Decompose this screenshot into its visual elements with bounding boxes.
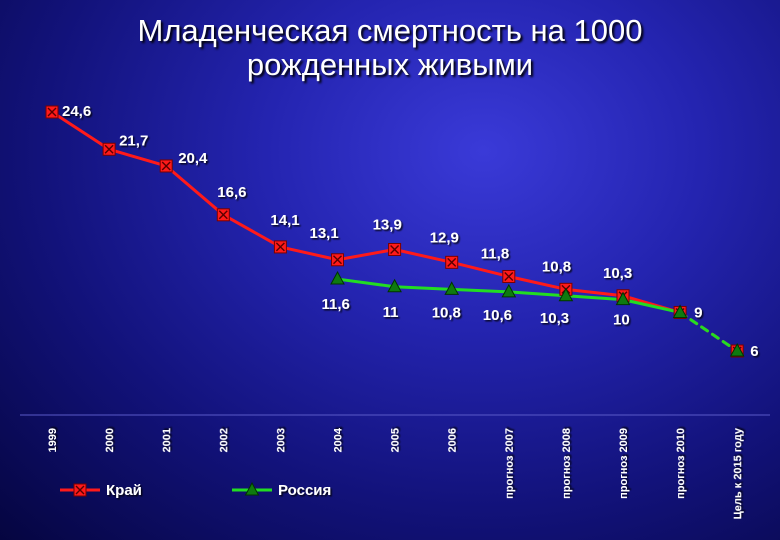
data-label-kray: 12,9	[430, 229, 459, 246]
series-line-segment	[450, 287, 511, 294]
data-label-kray: 11,8	[481, 245, 509, 262]
marker-square	[273, 240, 287, 254]
data-label-kray: 10,3	[603, 265, 632, 282]
chart-title: Младенческая смертность на 1000 рожденны…	[0, 14, 780, 82]
series-line-segment	[50, 110, 111, 151]
x-tick-label: 2002	[218, 428, 230, 452]
series-markers	[45, 105, 745, 358]
marker-square	[502, 269, 516, 283]
data-label-kray: 24,6	[62, 103, 91, 120]
data-label-kray: 13,1	[310, 225, 339, 242]
x-axis: 1999 2000 2001 2002 2003 2004 2005 2006 прогноз …	[20, 414, 770, 519]
marker-triangle	[615, 291, 631, 306]
data-label-kray: 16,6	[217, 184, 246, 201]
marker-triangle	[330, 271, 345, 285]
series-line-segment	[278, 245, 339, 262]
series-line-segment	[336, 247, 397, 262]
series-line-segment	[507, 290, 568, 298]
data-label-russia: 10,6	[483, 307, 512, 324]
series-line-segment	[621, 298, 682, 314]
marker-square	[445, 255, 459, 269]
x-tick-label: 2003	[275, 428, 287, 452]
x-tick-label: 2001	[161, 428, 173, 452]
x-tick-label: прогноз 2010	[675, 428, 687, 499]
series-line-segment	[393, 285, 454, 291]
data-label-russia: 11	[383, 304, 399, 321]
marker-triangle	[672, 304, 688, 318]
data-label-russia: 10	[613, 312, 630, 329]
legend: Край Россия	[60, 481, 331, 499]
data-label-russia: 11,6	[322, 296, 350, 313]
data-label-kray: 20,4	[178, 150, 208, 167]
legend-label: Край	[106, 482, 142, 499]
data-label-kray: 6	[750, 343, 758, 360]
x-tick-label: Цель к 2015 году	[732, 427, 744, 519]
series-line-segment	[450, 260, 511, 278]
marker-triangle	[558, 287, 574, 302]
marker-square	[216, 208, 230, 222]
data-label-russia: 10,8	[432, 304, 461, 321]
x-tick-label: прогноз 2009	[618, 428, 630, 499]
series-line-segment	[564, 287, 625, 298]
x-tick-label: прогноз 2008	[561, 428, 573, 499]
data-label-kray: 9	[694, 304, 702, 321]
legend-label: Россия	[278, 482, 331, 499]
chart-title-line-2: рожденных живыми	[246, 47, 534, 82]
data-label-russia: 10,3	[540, 310, 569, 327]
marker-triangle	[501, 283, 517, 298]
series-line-segment	[164, 164, 225, 217]
legend-item: Россия	[232, 481, 331, 499]
data-label-kray: 10,8	[542, 258, 571, 275]
x-tick-label: 1999	[47, 428, 59, 452]
marker-triangle	[444, 281, 460, 295]
marker-triangle	[729, 342, 745, 357]
marker-square	[45, 105, 59, 119]
x-tick-label: 2005	[390, 428, 402, 452]
marker-triangle	[244, 481, 260, 496]
data-labels: 24,6 21,7 20,4 16,6 14,1 13,1 13,9 12,9 11,8 10,8…	[62, 103, 759, 360]
data-label-kray: 21,7	[119, 132, 148, 149]
marker-square	[388, 242, 402, 256]
marker-square	[102, 142, 116, 156]
marker-triangle	[387, 278, 402, 293]
x-tick-label: прогноз 2007	[504, 428, 516, 499]
marker-square	[73, 483, 87, 497]
series-line-segment	[564, 294, 625, 302]
legend-item: Край	[60, 482, 142, 499]
chart-title-line-1: Младенческая смертность на 1000	[137, 13, 643, 48]
series-lines	[50, 110, 739, 353]
series-line-segment	[107, 147, 168, 168]
data-label-kray: 14,1	[270, 212, 299, 229]
series-line-segment	[221, 213, 282, 249]
marker-square	[331, 253, 344, 267]
series-line-segment	[393, 247, 454, 264]
series-line-segment	[336, 277, 397, 289]
series-line-segment	[678, 310, 739, 353]
x-tick-label: 2000	[104, 428, 116, 452]
marker-square	[159, 159, 173, 173]
series-line-segment	[507, 274, 568, 291]
x-tick-label: 2006	[447, 428, 459, 452]
data-label-kray: 13,9	[373, 216, 402, 233]
x-tick-label: 2004	[333, 427, 345, 452]
